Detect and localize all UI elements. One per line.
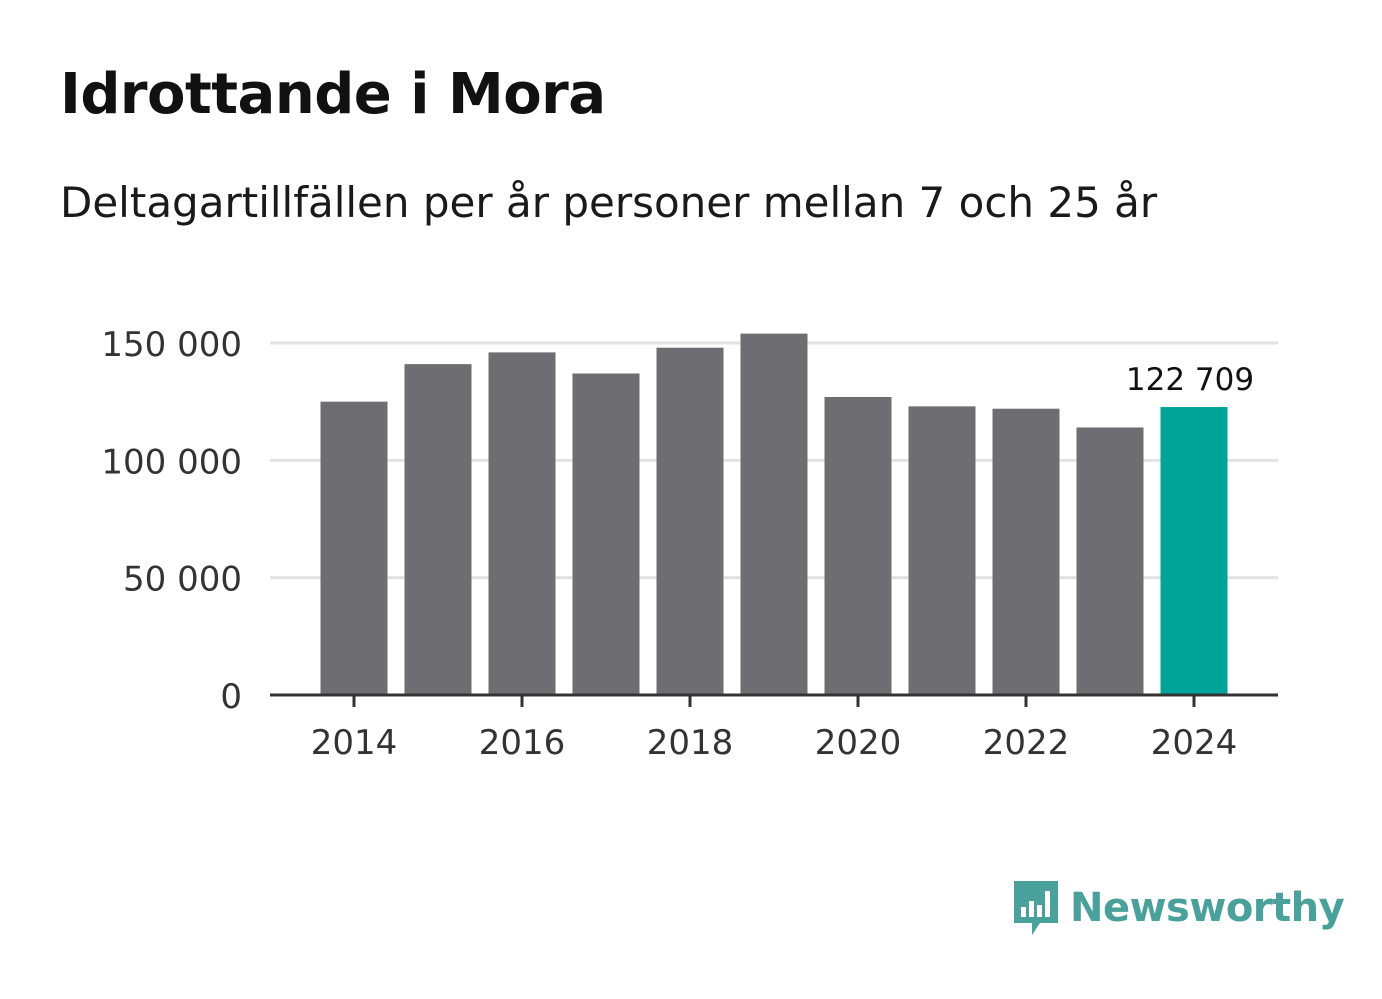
bar-2024	[1160, 407, 1228, 695]
x-tick-label: 2024	[1151, 723, 1238, 763]
x-tick-label: 2018	[647, 723, 734, 763]
bar-2023	[1076, 427, 1144, 695]
y-tick-label: 50 000	[123, 560, 242, 600]
bar-2017	[572, 373, 640, 695]
bar-2022	[992, 408, 1060, 695]
x-tick-label: 2020	[815, 723, 902, 763]
y-tick-label: 150 000	[101, 325, 242, 365]
y-tick-label: 100 000	[101, 442, 242, 482]
chart-subtitle: Deltagartillfällen per år personer mella…	[60, 178, 1158, 227]
bars	[320, 333, 1228, 695]
data-labels: 122 709	[1126, 362, 1254, 398]
newsworthy-logo-icon	[1014, 881, 1058, 935]
bar-2018	[656, 347, 724, 695]
chart-title: Idrottande i Mora	[60, 62, 606, 127]
bar-2020	[824, 396, 892, 695]
axes: 0 50 000 100 000 150 000 2014 2016 2018 2020 202…	[101, 325, 1278, 763]
x-tick-label: 2014	[311, 723, 398, 763]
brand: Newsworthy	[1010, 877, 1345, 939]
y-tick-label: 0	[220, 677, 242, 717]
bar-2014	[320, 401, 388, 695]
bar-2019	[740, 333, 808, 695]
data-label: 122 709	[1126, 362, 1254, 398]
x-tick-label: 2016	[479, 723, 566, 763]
bar-2021	[908, 406, 976, 695]
bar-2015	[404, 364, 472, 695]
brand-name: Newsworthy	[1070, 885, 1345, 931]
x-tick-label: 2022	[983, 723, 1070, 763]
bar-2016	[488, 352, 556, 695]
